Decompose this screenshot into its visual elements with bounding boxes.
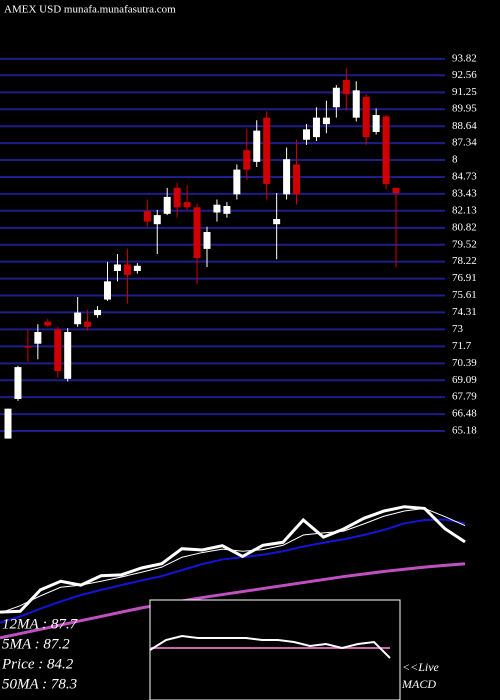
y-tick-label: 87.34	[452, 137, 477, 149]
candle-body	[44, 321, 52, 326]
candle-body	[4, 408, 12, 439]
candle-body	[352, 90, 360, 118]
legend-label: 50MA : 78.3	[2, 676, 77, 692]
candle-body	[54, 329, 62, 372]
candle-body	[263, 117, 271, 184]
candle-body	[104, 281, 111, 300]
candle-body	[84, 321, 92, 327]
y-tick-label: 67.79	[452, 391, 477, 403]
legend-label: 5MA : 87.2	[2, 636, 70, 652]
candle-body	[253, 130, 261, 162]
y-tick-label: 83.43	[452, 187, 477, 199]
macd-label: <<Live	[402, 660, 440, 674]
candle-body	[133, 265, 141, 271]
candle-body	[173, 187, 181, 208]
y-tick-label: 88.64	[452, 120, 477, 132]
ma-line	[0, 562, 466, 640]
y-tick-label: 75.61	[452, 289, 477, 301]
candle-body	[392, 187, 400, 194]
candle-body	[322, 117, 330, 125]
y-tick-label: 71.7	[452, 340, 472, 352]
candle-body	[163, 196, 171, 214]
y-tick-label: 82.13	[452, 204, 477, 216]
legend-label: Price : 84.2	[1, 656, 74, 672]
y-tick-label: 65.18	[452, 425, 477, 437]
candle-body	[283, 159, 291, 195]
y-tick-label: 79.52	[452, 238, 477, 250]
chart-title: AMEX USD munafa.munafasutra.com	[4, 4, 176, 16]
y-tick-label: 91.25	[452, 86, 477, 98]
y-tick-label: 78.22	[452, 255, 477, 267]
candle-body	[243, 150, 251, 170]
ma-line	[0, 505, 466, 614]
candle-body	[233, 169, 241, 195]
candle-body	[382, 116, 390, 184]
candle-body	[183, 202, 191, 208]
y-tick-label: 84.73	[452, 171, 477, 183]
candle-body	[153, 215, 161, 225]
candle-body	[332, 87, 340, 108]
candle-body	[64, 332, 72, 379]
y-tick-label: 8	[452, 154, 458, 166]
y-tick-label: 93.82	[452, 52, 477, 64]
y-tick-label: 74.31	[452, 306, 477, 318]
candle-body	[223, 206, 231, 214]
y-tick-label: 69.09	[452, 374, 477, 386]
macd-line	[149, 634, 391, 659]
candle-body	[213, 204, 221, 213]
candle-body	[293, 164, 301, 195]
candle-body	[123, 264, 131, 275]
candle-body	[203, 231, 211, 249]
candle-body	[372, 115, 380, 132]
y-tick-label: 80.82	[452, 221, 477, 233]
y-tick-label: 73	[452, 323, 464, 335]
candle-body	[74, 312, 82, 325]
candle-body	[193, 207, 201, 258]
candle-body	[94, 309, 102, 316]
y-tick-label: 66.48	[452, 408, 477, 420]
candle-body	[312, 117, 320, 138]
candle-body	[273, 218, 281, 225]
candle-body	[14, 367, 22, 399]
candle-body	[143, 211, 151, 222]
candle-body	[34, 332, 42, 344]
macd-label: MACD	[401, 677, 436, 691]
candle-body	[113, 264, 121, 271]
ma-line	[0, 518, 466, 624]
candle-body	[303, 129, 310, 140]
y-tick-label: 92.56	[452, 69, 477, 81]
y-tick-label: 89.95	[452, 103, 477, 115]
y-tick-label: 76.91	[452, 272, 477, 284]
legend-label: 12MA : 87.7	[2, 616, 79, 632]
candle-body	[342, 79, 350, 95]
candle-body	[362, 96, 370, 138]
candle-body	[24, 346, 32, 348]
ma-line	[0, 507, 466, 614]
macd-box	[149, 599, 401, 700]
y-tick-label: 70.39	[452, 357, 477, 369]
